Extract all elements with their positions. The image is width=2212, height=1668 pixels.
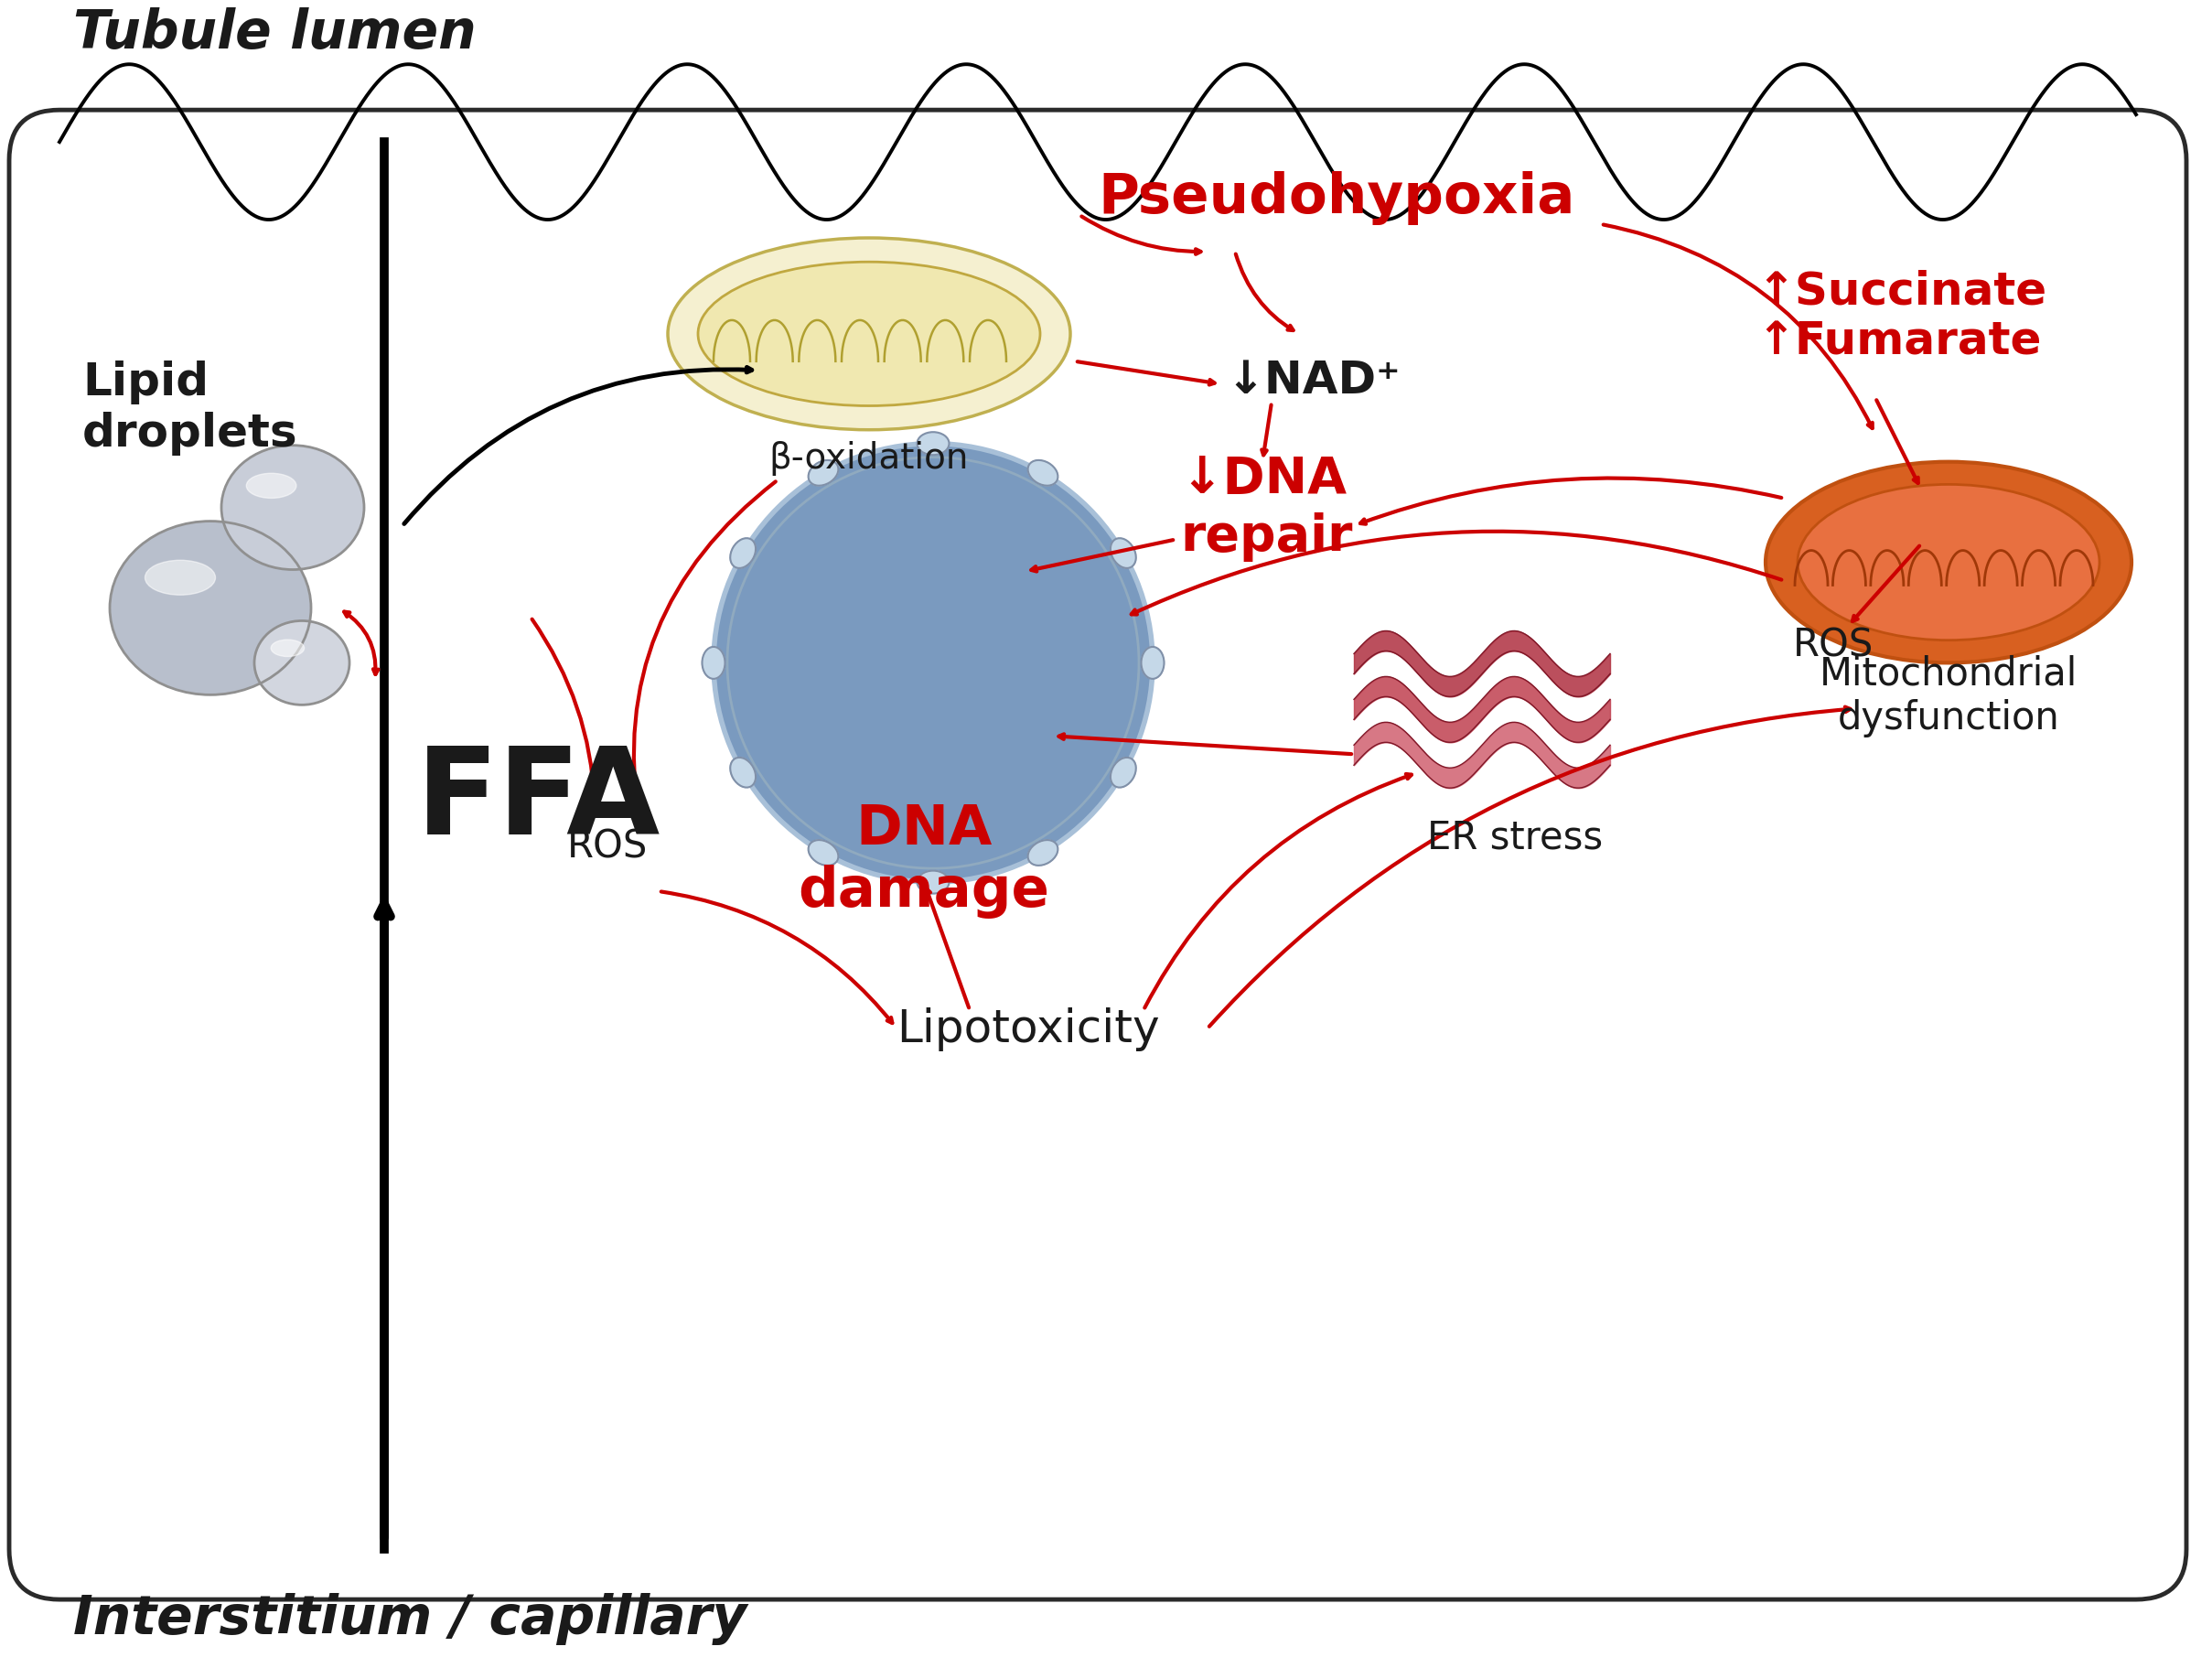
Ellipse shape [699,262,1040,407]
FancyBboxPatch shape [9,110,2185,1600]
Text: Tubule lumen: Tubule lumen [73,7,476,60]
Ellipse shape [807,841,838,866]
Text: ER stress: ER stress [1427,817,1604,856]
Ellipse shape [701,647,726,679]
Ellipse shape [254,622,349,706]
Text: ↓NAD⁺: ↓NAD⁺ [1225,359,1400,402]
Ellipse shape [270,641,305,657]
Text: β-oxidation: β-oxidation [770,440,969,475]
Ellipse shape [918,871,949,894]
Text: FFA: FFA [416,742,661,859]
Ellipse shape [807,460,838,487]
Text: ROS: ROS [1794,626,1874,664]
Circle shape [714,444,1152,882]
Ellipse shape [1141,647,1164,679]
Text: ROS: ROS [566,827,648,866]
Ellipse shape [1110,539,1137,569]
Ellipse shape [918,432,949,455]
Text: Lipid
droplets: Lipid droplets [82,360,299,455]
Text: Pseudohypoxia: Pseudohypoxia [1097,170,1575,225]
Ellipse shape [1029,460,1057,487]
Text: Mitochondrial
dysfunction: Mitochondrial dysfunction [1820,654,2077,737]
Ellipse shape [111,522,312,696]
Ellipse shape [730,757,757,787]
Text: Interstitium / capillary: Interstitium / capillary [73,1591,748,1645]
Text: DNA
damage: DNA damage [799,802,1051,917]
Text: ↑Succinate
↑Fumarate: ↑Succinate ↑Fumarate [1756,269,2046,364]
Ellipse shape [730,539,757,569]
Ellipse shape [668,239,1071,430]
Text: Lipotoxicity: Lipotoxicity [896,1007,1159,1051]
Ellipse shape [1029,841,1057,866]
Ellipse shape [1765,462,2132,664]
Ellipse shape [221,445,365,570]
Ellipse shape [146,560,215,595]
Ellipse shape [1798,485,2099,641]
Ellipse shape [1110,757,1137,787]
Text: ↓DNA
repair: ↓DNA repair [1179,455,1352,562]
Ellipse shape [246,474,296,499]
